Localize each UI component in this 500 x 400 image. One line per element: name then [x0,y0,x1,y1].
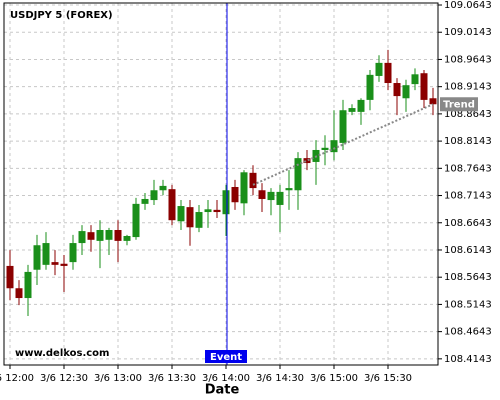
candle-body [114,229,122,241]
candle-body [330,140,338,153]
candle-body [42,243,50,265]
trend-label: Trend [443,99,475,110]
candle-body [24,271,32,299]
x-axis-title: Date [205,383,240,398]
candle-body [213,209,221,213]
y-tick-label: 108.7143 [444,191,492,202]
plot-area [4,3,438,365]
y-tick-label: 108.7643 [444,163,492,174]
y-tick-label: 108.5143 [444,299,492,310]
x-tick-label: 3/6 13:00 [94,373,142,384]
candle-body [204,209,212,213]
candle-body [258,190,266,199]
candle-body [177,206,185,222]
candle-body [420,73,428,100]
candle-body [276,191,284,205]
candle-body [402,85,410,99]
event-label: Event [210,352,242,363]
candle-body [60,263,68,266]
candle-body [51,262,59,265]
candle-body [231,186,239,203]
y-tick-label: 108.4643 [444,327,492,338]
candle-body [357,99,365,112]
x-tick-label: 3/6 15:30 [364,373,412,384]
y-tick-label: 108.4143 [444,354,492,365]
candle-body [366,74,374,100]
y-tick-label: 108.9643 [444,54,492,65]
candle-body [267,191,275,201]
candle-body [87,232,95,240]
candle-body [303,158,311,164]
y-tick-label: 108.9143 [444,82,492,93]
event-label-box [205,350,247,363]
x-tick-label: 3/6 12:30 [40,373,88,384]
candle-body [348,108,356,112]
candle-body [150,190,158,201]
y-tick-label: 109.0143 [444,27,492,38]
plot-border [3,2,439,366]
candle-body [339,110,347,143]
y-tick-label: 108.8643 [444,109,492,120]
x-tick-label: 3/6 12:00 [0,373,34,384]
candle-body [6,265,14,289]
trend-label-box [440,97,478,112]
candle-body [375,62,383,76]
candle-body [393,83,401,97]
candle-body [141,198,149,204]
candle-body [195,212,203,228]
candle-body [15,288,23,299]
candle-body [285,188,293,191]
y-tick-label: 108.5643 [444,272,492,283]
candle-body [222,190,230,215]
candle-body [384,62,392,84]
candle-body [159,185,167,191]
candle-body [168,189,176,221]
candle-body [186,207,194,228]
y-tick-label: 109.0643 [444,0,492,11]
candle-body [123,235,131,241]
candle-body [78,231,86,244]
x-tick-label: 3/6 14:30 [256,373,304,384]
x-tick-label: 3/6 14:00 [202,373,250,384]
chart-title: USDJPY 5 (FOREX) [10,10,113,21]
candle-body [321,147,329,150]
y-tick-label: 108.6143 [444,245,492,256]
candle-body [105,229,113,240]
candle-body [96,229,104,241]
y-tick-label: 108.6643 [444,218,492,229]
candle-body [429,98,437,105]
candle-body [294,158,302,191]
x-tick-label: 3/6 15:00 [310,373,358,384]
candle-body [249,172,257,189]
candle-body [69,243,77,263]
candle-body [240,172,248,204]
trend-line [252,103,434,186]
x-tick-label: 3/6 13:30 [148,373,196,384]
y-tick-label: 108.8143 [444,136,492,147]
candle-body [132,203,140,238]
candle-body [411,74,419,85]
candle-body [33,245,41,270]
watermark: www.delkos.com [15,348,109,359]
